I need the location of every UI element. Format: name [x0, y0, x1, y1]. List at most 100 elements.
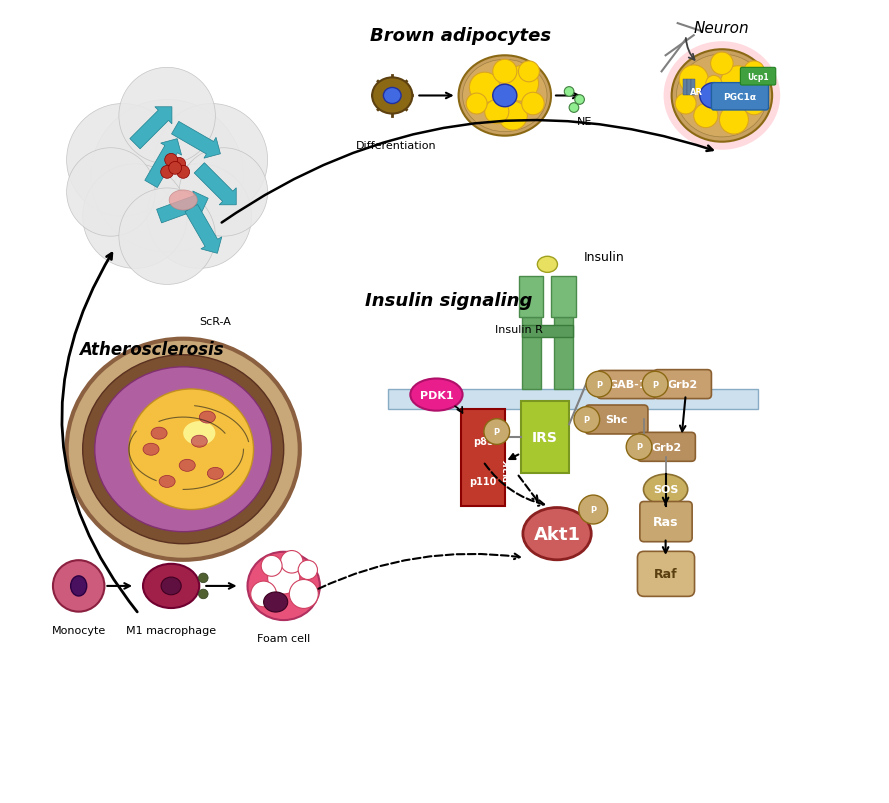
Bar: [522, 317, 541, 389]
Circle shape: [743, 62, 765, 83]
Circle shape: [565, 88, 574, 97]
FancyBboxPatch shape: [637, 552, 694, 597]
Circle shape: [499, 102, 527, 131]
FancyBboxPatch shape: [597, 371, 658, 399]
Circle shape: [743, 93, 765, 116]
Text: PI3K: PI3K: [502, 459, 512, 481]
Circle shape: [720, 67, 756, 102]
FancyArrow shape: [194, 164, 236, 206]
Circle shape: [586, 372, 612, 397]
Circle shape: [67, 104, 180, 217]
Text: M1 macrophage: M1 macrophage: [126, 625, 216, 634]
Text: p85: p85: [473, 437, 493, 446]
Text: P: P: [596, 380, 602, 389]
Circle shape: [169, 162, 181, 175]
Text: Neuron: Neuron: [694, 21, 749, 35]
Circle shape: [119, 68, 215, 165]
Circle shape: [574, 407, 600, 433]
Text: Differentiation: Differentiation: [356, 141, 436, 150]
Circle shape: [485, 100, 509, 124]
Ellipse shape: [143, 443, 159, 456]
Circle shape: [147, 165, 252, 269]
Ellipse shape: [151, 427, 167, 439]
Circle shape: [493, 60, 517, 84]
Text: SOS: SOS: [653, 485, 678, 495]
Ellipse shape: [700, 84, 728, 109]
Circle shape: [172, 158, 186, 171]
Ellipse shape: [207, 467, 223, 479]
Ellipse shape: [459, 56, 551, 137]
Bar: [461, 410, 505, 506]
Text: GAB-1: GAB-1: [609, 380, 647, 389]
Circle shape: [161, 166, 173, 179]
FancyBboxPatch shape: [653, 370, 711, 399]
Text: P: P: [584, 415, 590, 425]
Text: Insulin signaling: Insulin signaling: [364, 292, 533, 310]
Text: PDK1: PDK1: [420, 390, 453, 400]
Circle shape: [569, 104, 579, 113]
Ellipse shape: [264, 593, 288, 612]
Bar: [684, 80, 686, 96]
Circle shape: [484, 419, 509, 445]
Text: Ras: Ras: [653, 516, 678, 528]
Text: Foam cell: Foam cell: [257, 633, 310, 642]
Circle shape: [575, 96, 584, 105]
Text: P: P: [636, 442, 642, 452]
Circle shape: [693, 104, 717, 128]
Circle shape: [164, 154, 178, 167]
Text: IRS: IRS: [532, 430, 558, 445]
Circle shape: [155, 104, 268, 217]
Circle shape: [522, 93, 544, 116]
Text: Monocyte: Monocyte: [52, 625, 106, 634]
Ellipse shape: [537, 257, 557, 273]
Text: AR: AR: [690, 88, 702, 97]
Circle shape: [679, 66, 709, 95]
Circle shape: [469, 73, 500, 104]
Ellipse shape: [493, 85, 517, 108]
FancyBboxPatch shape: [637, 433, 695, 462]
Ellipse shape: [183, 422, 215, 446]
Bar: [554, 317, 573, 389]
Circle shape: [298, 560, 317, 580]
Circle shape: [67, 149, 155, 237]
Ellipse shape: [83, 355, 284, 544]
FancyBboxPatch shape: [741, 68, 776, 86]
Circle shape: [177, 166, 189, 179]
Text: Grb2: Grb2: [668, 380, 698, 389]
Text: p110: p110: [469, 477, 497, 487]
Circle shape: [91, 100, 244, 253]
Ellipse shape: [411, 379, 462, 411]
Circle shape: [198, 573, 208, 583]
Circle shape: [119, 189, 215, 285]
Ellipse shape: [247, 552, 320, 620]
Bar: [692, 80, 694, 96]
Bar: [519, 277, 543, 317]
Ellipse shape: [523, 508, 591, 560]
Circle shape: [198, 589, 208, 599]
Circle shape: [53, 560, 104, 612]
Circle shape: [719, 106, 749, 135]
Ellipse shape: [383, 88, 401, 104]
FancyArrow shape: [156, 192, 208, 223]
Ellipse shape: [671, 50, 773, 143]
Circle shape: [706, 76, 722, 92]
Circle shape: [579, 495, 608, 524]
Ellipse shape: [70, 577, 87, 596]
Text: Atherosclerosis: Atherosclerosis: [79, 340, 223, 358]
FancyBboxPatch shape: [711, 84, 768, 111]
Text: P: P: [653, 380, 658, 389]
Ellipse shape: [159, 475, 175, 487]
Text: Grb2: Grb2: [652, 442, 682, 452]
Bar: [388, 389, 758, 410]
Circle shape: [281, 551, 303, 573]
Text: Brown adipocytes: Brown adipocytes: [370, 27, 551, 45]
Ellipse shape: [169, 191, 197, 210]
Text: Insulin R: Insulin R: [495, 324, 543, 334]
Ellipse shape: [677, 55, 767, 138]
Circle shape: [261, 556, 282, 577]
Text: NE: NE: [577, 116, 592, 126]
Text: Insulin: Insulin: [583, 251, 624, 263]
Ellipse shape: [462, 60, 547, 132]
Ellipse shape: [644, 475, 688, 505]
FancyBboxPatch shape: [585, 406, 648, 434]
